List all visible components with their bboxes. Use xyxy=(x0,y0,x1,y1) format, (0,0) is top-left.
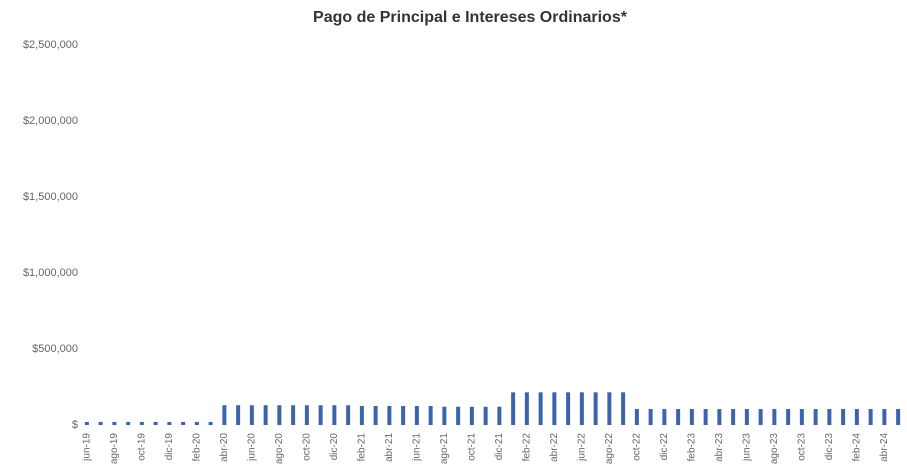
bar xyxy=(786,409,791,425)
bar xyxy=(511,392,516,425)
bar xyxy=(222,405,227,425)
bar xyxy=(277,405,282,425)
bar xyxy=(194,421,199,425)
bar xyxy=(896,409,901,425)
bar xyxy=(98,421,103,425)
x-tick-label: oct-20 xyxy=(302,433,313,461)
bar xyxy=(167,421,172,425)
x-tick-label: jun-21 xyxy=(412,433,423,462)
x-tick-label: abr-20 xyxy=(219,433,230,462)
bar xyxy=(291,405,296,425)
bar xyxy=(524,392,529,425)
bar xyxy=(442,406,447,425)
bar xyxy=(579,392,584,425)
bar xyxy=(387,406,392,425)
y-tick-label: $2,500,000 xyxy=(23,39,78,51)
bar xyxy=(497,406,502,425)
bar xyxy=(139,421,144,425)
bar xyxy=(414,406,419,425)
x-tick-label: dic-19 xyxy=(164,433,175,461)
bar xyxy=(332,405,337,425)
bar xyxy=(538,392,543,425)
bar xyxy=(854,409,859,425)
bar xyxy=(112,421,117,425)
bar xyxy=(689,409,694,425)
y-tick-label: $1,000,000 xyxy=(23,267,78,279)
bar xyxy=(359,406,364,425)
y-tick-label: $500,000 xyxy=(32,343,78,355)
bar xyxy=(703,409,708,425)
bar xyxy=(744,409,749,425)
bar xyxy=(676,409,681,425)
x-tick-label: jun-23 xyxy=(742,433,753,462)
x-tick-label: jun-20 xyxy=(247,433,258,462)
x-tick-label: feb-21 xyxy=(357,433,368,462)
chart-title: Pago de Principal e Intereses Ordinarios… xyxy=(313,9,628,26)
bar xyxy=(552,392,557,425)
bar xyxy=(236,405,241,425)
bar xyxy=(401,406,406,425)
bar xyxy=(648,409,653,425)
bar xyxy=(731,409,736,425)
x-tick-label: oct-19 xyxy=(137,433,148,461)
bar xyxy=(126,421,131,425)
bar xyxy=(483,406,488,425)
y-tick-label: $ xyxy=(72,419,78,431)
bar xyxy=(318,405,323,425)
bar xyxy=(304,405,309,425)
bar xyxy=(813,409,818,425)
bar xyxy=(662,409,667,425)
x-tick-label: ago-22 xyxy=(604,433,615,465)
bar xyxy=(827,409,832,425)
bar xyxy=(717,409,722,425)
x-tick-label: ago-19 xyxy=(109,433,120,465)
x-tick-label: ago-20 xyxy=(274,433,285,465)
bar xyxy=(882,409,887,425)
bar xyxy=(373,406,378,425)
bar xyxy=(607,392,612,425)
bar xyxy=(593,392,598,425)
y-tick-label: $1,500,000 xyxy=(23,191,78,203)
x-tick-label: feb-23 xyxy=(687,433,698,462)
bar xyxy=(772,409,777,425)
bar xyxy=(841,409,846,425)
x-tick-label: dic-23 xyxy=(824,433,835,461)
bar xyxy=(456,406,461,425)
bar xyxy=(249,405,254,425)
x-tick-label: dic-20 xyxy=(329,433,340,461)
bar xyxy=(634,409,639,425)
x-tick-label: feb-24 xyxy=(852,433,863,462)
x-tick-label: jun-22 xyxy=(577,433,588,462)
x-tick-label: feb-22 xyxy=(522,433,533,462)
x-tick-label: abr-23 xyxy=(714,433,725,462)
bar xyxy=(868,409,873,425)
bar xyxy=(621,392,626,425)
bar xyxy=(84,421,89,425)
x-tick-label: oct-21 xyxy=(467,433,478,461)
bar xyxy=(208,421,213,425)
bar xyxy=(153,421,158,425)
x-tick-label: feb-20 xyxy=(192,433,203,462)
x-tick-label: jun-19 xyxy=(82,433,93,462)
x-tick-label: ago-21 xyxy=(439,433,450,465)
bar xyxy=(263,405,268,425)
bar xyxy=(181,421,186,425)
y-tick-label: $2,000,000 xyxy=(23,115,78,127)
bar xyxy=(428,406,433,425)
bar xyxy=(346,405,351,425)
bar xyxy=(566,392,571,425)
x-tick-label: dic-22 xyxy=(659,433,670,461)
x-tick-label: ago-23 xyxy=(769,433,780,465)
bar xyxy=(799,409,804,425)
x-tick-label: oct-22 xyxy=(632,433,643,461)
x-tick-label: dic-21 xyxy=(494,433,505,461)
bar xyxy=(469,406,474,425)
x-tick-label: abr-21 xyxy=(384,433,395,462)
x-tick-label: abr-22 xyxy=(549,433,560,462)
x-tick-label: abr-24 xyxy=(879,433,890,462)
x-tick-label: oct-23 xyxy=(797,433,808,461)
bar xyxy=(758,409,763,425)
